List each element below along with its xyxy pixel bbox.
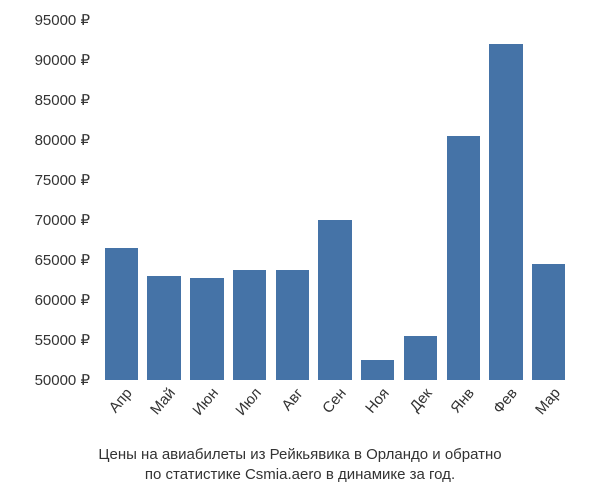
x-label-slot: Мар: [527, 382, 570, 442]
x-label-slot: Авг: [271, 382, 314, 442]
x-tick-label: Сен: [319, 385, 350, 417]
x-axis: Апр Май Июн Июл Авг Сен Ноя Дек Янв Фев Мар: [100, 382, 570, 442]
y-tick-label: 65000 ₽: [35, 251, 90, 269]
y-tick-label: 85000 ₽: [35, 91, 90, 109]
y-axis: 50000 ₽55000 ₽60000 ₽65000 ₽70000 ₽75000…: [0, 20, 98, 380]
bar-slot: [314, 20, 357, 380]
y-tick-label: 90000 ₽: [35, 51, 90, 69]
caption-line-2: по статистике Csmia.aero в динамике за г…: [0, 465, 600, 485]
x-tick-label: Июн: [189, 385, 222, 419]
x-label-slot: Сен: [314, 382, 357, 442]
bar: [233, 270, 266, 380]
bar: [276, 270, 309, 380]
bar: [361, 360, 394, 380]
x-label-slot: Июл: [228, 382, 271, 442]
bar-slot: [185, 20, 228, 380]
y-tick-label: 55000 ₽: [35, 331, 90, 349]
x-label-slot: Янв: [442, 382, 485, 442]
chart-caption: Цены на авиабилеты из Рейкьявика в Орлан…: [0, 445, 600, 486]
y-tick-label: 75000 ₽: [35, 171, 90, 189]
price-chart: 50000 ₽ 55000 ₽ 60000 ₽ 65000 ₽ 70000 ₽ 75000…: [0, 0, 600, 500]
y-tick-label: 95000 ₽: [35, 11, 90, 29]
x-label-slot: Фев: [485, 382, 528, 442]
x-tick-label: Июл: [232, 385, 265, 419]
bar-slot: [100, 20, 143, 380]
x-tick-label: Апр: [106, 385, 136, 416]
bar-slot: [143, 20, 186, 380]
bar: [532, 264, 565, 380]
bar-slot: [356, 20, 399, 380]
x-label-slot: Ноя: [356, 382, 399, 442]
bar-slot: [527, 20, 570, 380]
bar-slot: [228, 20, 271, 380]
x-tick-label: Дек: [406, 385, 435, 415]
x-label-slot: Апр: [100, 382, 143, 442]
caption-line-1: Цены на авиабилеты из Рейкьявика в Орлан…: [0, 445, 600, 465]
bar: [147, 276, 180, 380]
x-tick-label: Янв: [448, 385, 478, 417]
bar: [190, 278, 223, 380]
x-tick-label: Фев: [490, 385, 521, 417]
bar-slot: [399, 20, 442, 380]
x-label-slot: Июн: [185, 382, 228, 442]
y-tick-label: 80000 ₽: [35, 131, 90, 149]
bar: [404, 336, 437, 380]
bar-slot: [271, 20, 314, 380]
bar: [318, 220, 351, 380]
bar: [447, 136, 480, 380]
x-tick-label: Авг: [279, 385, 307, 414]
y-tick-label: 50000 ₽: [35, 371, 90, 389]
x-tick-label: Мар: [532, 385, 564, 418]
plot-area: [100, 20, 570, 380]
bar-slot: [442, 20, 485, 380]
y-tick-label: 60000 ₽: [35, 291, 90, 309]
bar: [105, 248, 138, 380]
x-label-slot: Дек: [399, 382, 442, 442]
bar-slot: [485, 20, 528, 380]
bar: [489, 44, 522, 380]
x-tick-label: Ноя: [362, 385, 393, 417]
y-tick-label: 70000 ₽: [35, 211, 90, 229]
x-tick-label: Май: [147, 385, 179, 418]
bars-container: [100, 20, 570, 380]
x-label-slot: Май: [143, 382, 186, 442]
